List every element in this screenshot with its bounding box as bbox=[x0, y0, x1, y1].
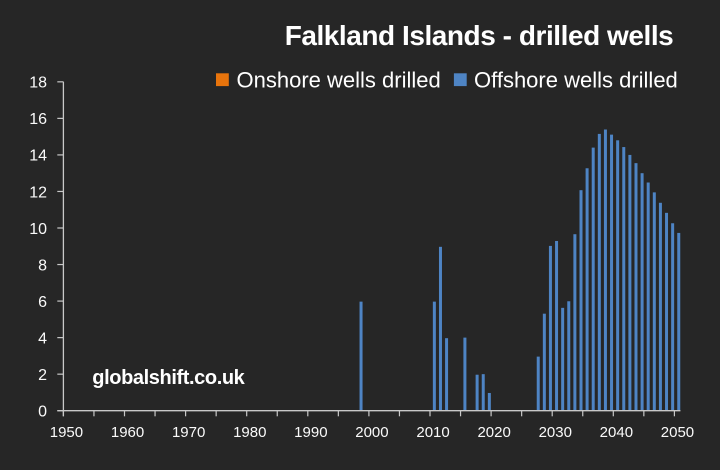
svg-text:2: 2 bbox=[38, 367, 47, 384]
svg-text:Offshore wells drilled: Offshore wells drilled bbox=[474, 68, 678, 93]
svg-text:2020: 2020 bbox=[477, 424, 510, 441]
svg-text:1970: 1970 bbox=[172, 424, 205, 441]
svg-text:10: 10 bbox=[29, 221, 47, 238]
svg-text:16: 16 bbox=[29, 111, 47, 128]
svg-text:1990: 1990 bbox=[294, 424, 327, 441]
svg-text:0: 0 bbox=[38, 404, 47, 421]
svg-text:2000: 2000 bbox=[355, 424, 388, 441]
svg-text:1980: 1980 bbox=[233, 424, 266, 441]
svg-text:1950: 1950 bbox=[50, 424, 83, 441]
svg-text:4: 4 bbox=[38, 330, 47, 347]
svg-text:Falkland Islands - drilled wel: Falkland Islands - drilled wells bbox=[285, 20, 674, 51]
svg-text:8: 8 bbox=[38, 257, 47, 274]
svg-text:2010: 2010 bbox=[416, 424, 449, 441]
svg-text:18: 18 bbox=[29, 75, 47, 92]
svg-text:globalshift.co.uk: globalshift.co.uk bbox=[92, 367, 245, 389]
svg-text:1960: 1960 bbox=[111, 424, 144, 441]
svg-text:6: 6 bbox=[38, 294, 47, 311]
svg-text:14: 14 bbox=[29, 148, 47, 165]
svg-text:12: 12 bbox=[29, 184, 47, 201]
svg-text:Onshore wells drilled: Onshore wells drilled bbox=[237, 68, 441, 93]
svg-text:2050: 2050 bbox=[661, 424, 694, 441]
svg-text:2040: 2040 bbox=[600, 424, 633, 441]
svg-text:2030: 2030 bbox=[539, 424, 572, 441]
